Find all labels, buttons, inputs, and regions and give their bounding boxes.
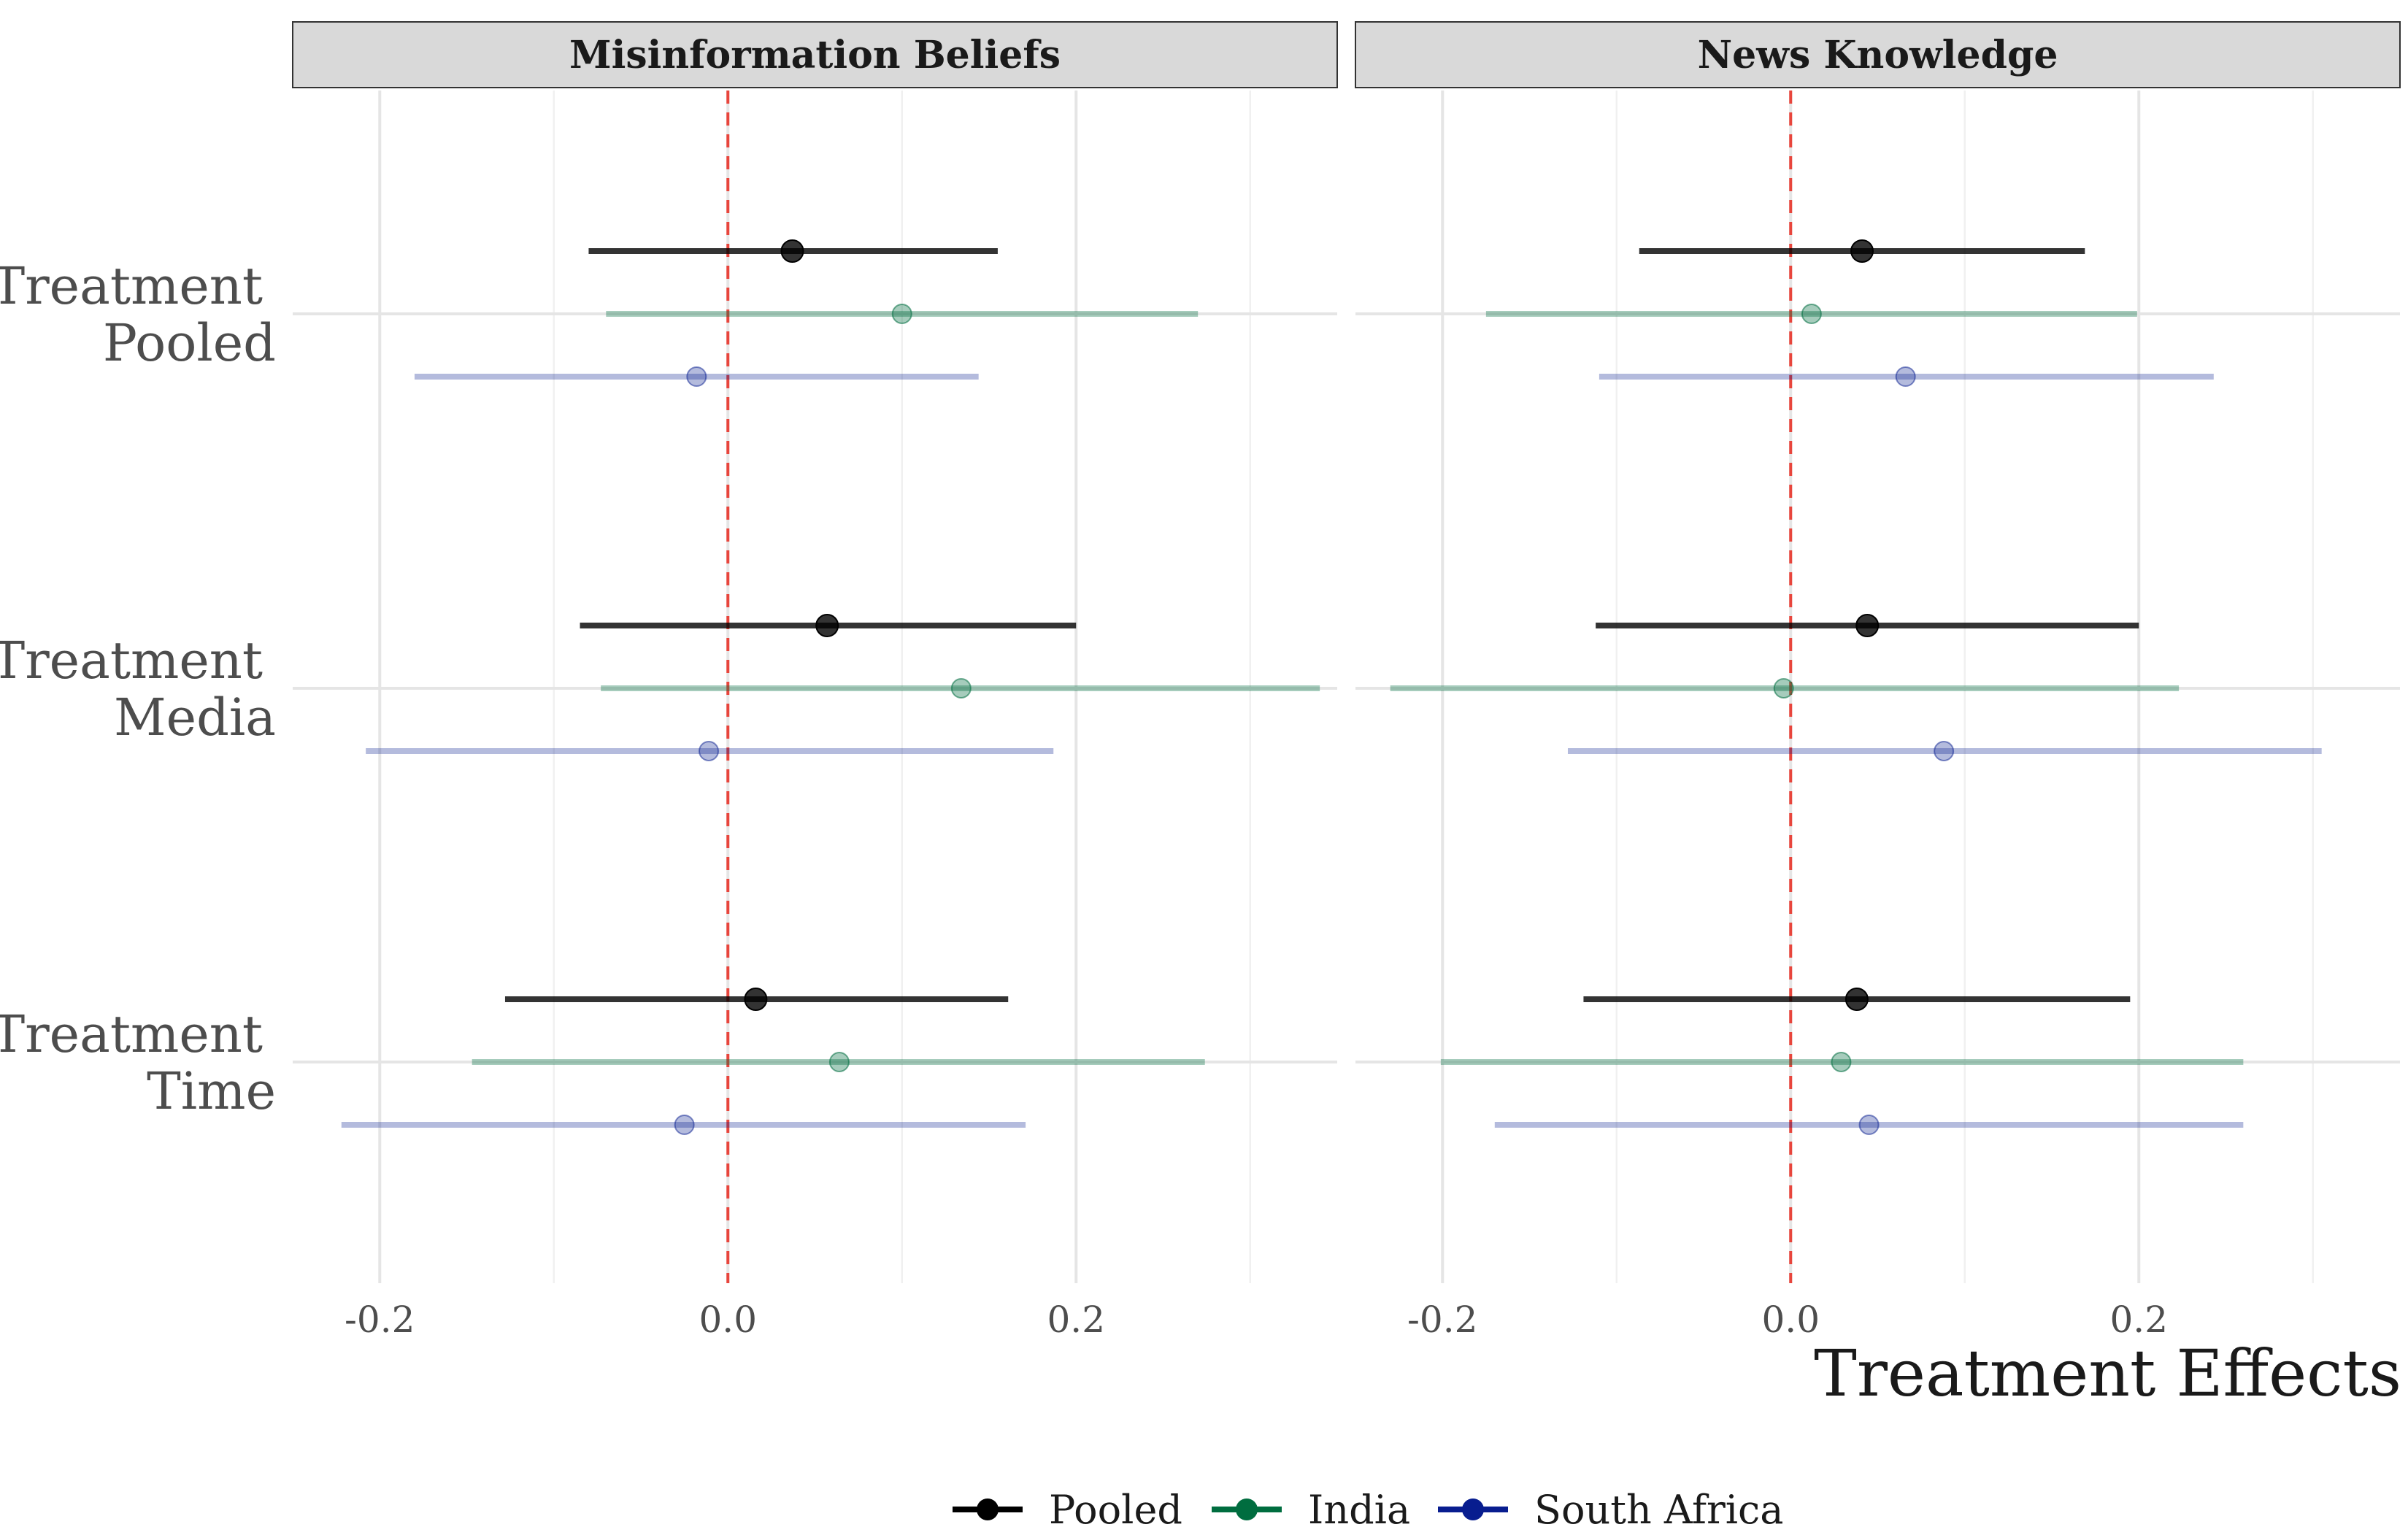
panel-misinformation-beliefs: Misinformation Beliefs -0.2 0.0 0.2 — [292, 21, 1338, 1341]
point-estimate-pooled — [780, 239, 804, 263]
y-label-line2: Pooled — [103, 313, 276, 373]
y-label-line1: Treatment — [0, 256, 263, 316]
point-estimate-south-africa — [1858, 1115, 1880, 1135]
x-tick-label: 0.0 — [1761, 1299, 1820, 1341]
x-tick-label: -0.2 — [1407, 1299, 1477, 1341]
legend-key-dot-pooled — [977, 1499, 999, 1520]
point-estimate-india — [1801, 304, 1822, 324]
point-estimate-india — [1831, 1052, 1852, 1072]
facet-title: Misinformation Beliefs — [569, 33, 1061, 77]
y-label-line1: Treatment — [0, 1004, 263, 1064]
point-estimate-india — [891, 304, 912, 324]
point-estimate-india — [828, 1052, 850, 1072]
point-estimate-south-africa — [1895, 366, 1916, 387]
point-estimate-south-africa — [1934, 741, 1955, 761]
y-label-line2: Media — [114, 688, 276, 747]
legend-key-dot-india — [1236, 1499, 1258, 1520]
x-tick-label: 0.2 — [2109, 1299, 2168, 1341]
facet-strip — [1355, 21, 2401, 88]
x-tick-label: 0.2 — [1047, 1299, 1105, 1341]
point-estimate-south-africa — [674, 1115, 695, 1135]
point-estimate-india — [1773, 678, 1794, 699]
point-estimate-south-africa — [686, 366, 707, 387]
facet-title: News Knowledge — [1698, 33, 2058, 77]
point-estimate-pooled — [1845, 988, 1869, 1011]
point-estimate-pooled — [1855, 614, 1880, 637]
y-label-line2: Time — [147, 1061, 276, 1121]
x-axis-title: Treatment Effects — [1814, 1336, 2401, 1411]
legend-label-india: India — [1308, 1487, 1410, 1533]
point-estimate-pooled — [815, 614, 839, 637]
point-estimate-india — [950, 678, 972, 699]
y-label-line1: Treatment — [0, 631, 263, 690]
legend: Pooled India South Africa — [953, 1487, 1783, 1533]
legend-key-dot-south-africa — [1462, 1499, 1484, 1520]
legend-label-south-africa: South Africa — [1534, 1487, 1783, 1533]
facet-strip — [292, 21, 1338, 88]
panel-news-knowledge: News Knowledge -0.2 0.0 0.2 — [1355, 21, 2401, 1341]
x-tick-label: 0.0 — [699, 1299, 757, 1341]
point-estimate-pooled — [1850, 239, 1874, 263]
x-tick-label: -0.2 — [345, 1299, 415, 1341]
legend-label-pooled: Pooled — [1049, 1487, 1182, 1533]
y-axis-labels: TreatmentPooledTreatmentMediaTreatmentTi… — [0, 256, 276, 1121]
point-estimate-pooled — [744, 988, 768, 1011]
point-estimate-south-africa — [699, 741, 720, 761]
